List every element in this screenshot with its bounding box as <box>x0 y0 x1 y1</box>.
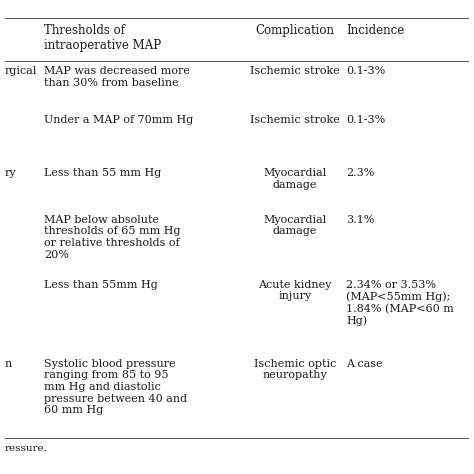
Text: Less than 55mm Hg: Less than 55mm Hg <box>44 280 158 290</box>
Text: 3.1%: 3.1% <box>346 215 374 225</box>
Text: Less than 55 mm Hg: Less than 55 mm Hg <box>44 168 162 178</box>
Text: Ischemic stroke: Ischemic stroke <box>250 66 340 76</box>
Text: Ischemic stroke: Ischemic stroke <box>250 115 340 125</box>
Text: rgical: rgical <box>5 66 37 76</box>
Text: 0.1-3%: 0.1-3% <box>346 115 385 125</box>
Text: ressure.: ressure. <box>5 444 47 453</box>
Text: MAP was decreased more
than 30% from baseline: MAP was decreased more than 30% from bas… <box>44 66 190 88</box>
Text: 0.1-3%: 0.1-3% <box>346 66 385 76</box>
Text: Thresholds of
intraoperative MAP: Thresholds of intraoperative MAP <box>44 24 161 52</box>
Text: ry: ry <box>5 168 17 178</box>
Text: Complication: Complication <box>255 24 335 37</box>
Text: Under a MAP of 70mm Hg: Under a MAP of 70mm Hg <box>44 115 193 125</box>
Text: Ischemic optic
neuropathy: Ischemic optic neuropathy <box>254 359 336 380</box>
Text: Incidence: Incidence <box>346 24 404 37</box>
Text: Myocardial
damage: Myocardial damage <box>264 215 327 237</box>
Text: 2.34% or 3.53%
(MAP<55mm Hg);
1.84% (MAP<60 m
Hg): 2.34% or 3.53% (MAP<55mm Hg); 1.84% (MAP… <box>346 280 454 326</box>
Text: n: n <box>5 359 12 369</box>
Text: Myocardial
damage: Myocardial damage <box>264 168 327 190</box>
Text: Systolic blood pressure
ranging from 85 to 95
mm Hg and diastolic
pressure betwe: Systolic blood pressure ranging from 85 … <box>44 359 187 415</box>
Text: Acute kidney
injury: Acute kidney injury <box>258 280 332 301</box>
Text: 2.3%: 2.3% <box>346 168 374 178</box>
Text: MAP below absolute
thresholds of 65 mm Hg
or relative thresholds of
20%: MAP below absolute thresholds of 65 mm H… <box>44 215 181 259</box>
Text: A case: A case <box>346 359 383 369</box>
